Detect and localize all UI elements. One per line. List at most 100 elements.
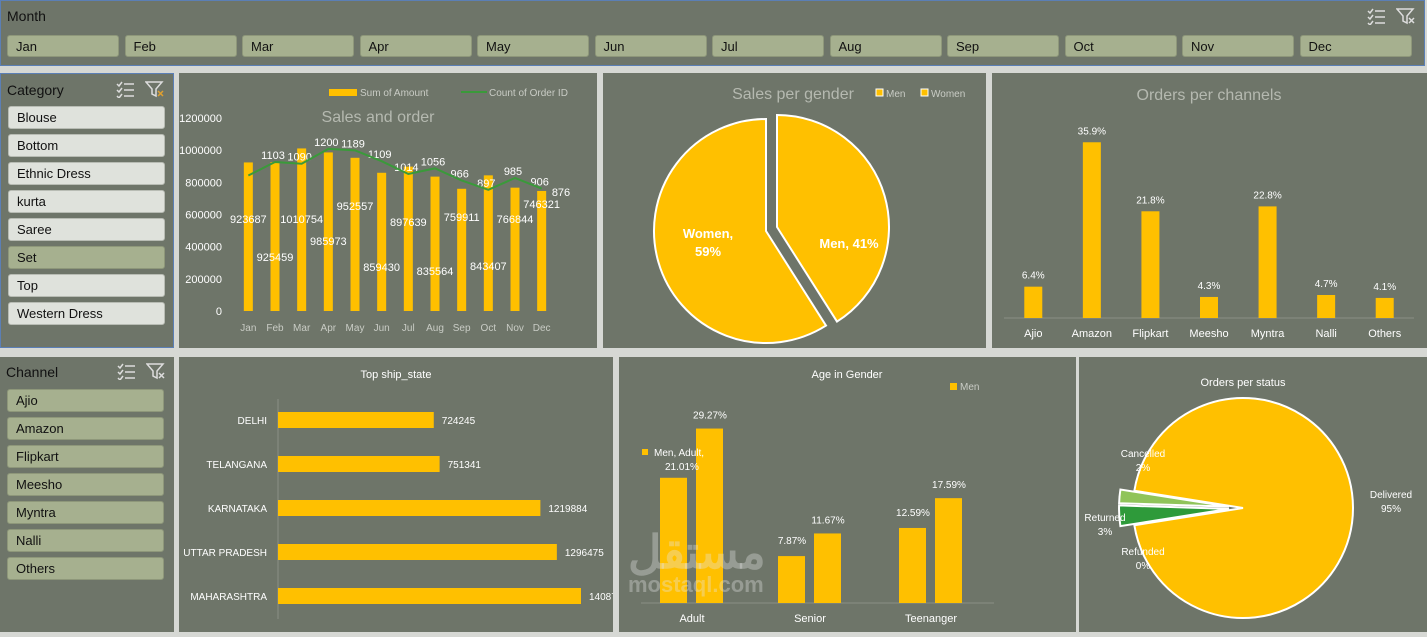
pie-label-refunded: Refunded — [1121, 547, 1164, 558]
category-button-top[interactable]: Top — [8, 274, 165, 297]
legend-label-men: Men — [886, 89, 905, 100]
pie-label-returned: Returned — [1084, 513, 1125, 524]
category-slicer: Category Blouse Bottom Ethnic Dress kurta Sa… — [0, 73, 174, 348]
data-label: 751341 — [448, 460, 482, 471]
y-tick-label: MAHARASHTRA — [190, 592, 267, 603]
month-button-oct[interactable]: Oct — [1064, 35, 1177, 57]
month-button-jan[interactable]: Jan — [7, 35, 119, 57]
x-tick-label: Nalli — [1315, 328, 1336, 340]
x-tick-label: Jun — [374, 323, 390, 334]
bar-amount — [457, 188, 467, 311]
data-label: 12.59% — [896, 508, 930, 519]
x-tick-label: Mar — [293, 323, 311, 334]
legend-swatch-men — [875, 88, 884, 97]
age-in-gender-chart: Age in Gender Men 29.27% Adult 11.67% Senior 7… — [641, 369, 994, 625]
x-tick-label: Jul — [402, 323, 415, 334]
top-ship-state-chart: Top ship_state 724245 DELHI 751341 TELANGANA… — [183, 369, 628, 619]
chart-title: Sales and order — [322, 109, 436, 126]
data-label: 4.3% — [1198, 281, 1221, 292]
month-slicer-title: Month — [7, 8, 46, 24]
data-label: 4.1% — [1373, 282, 1396, 293]
data-label-amount: 759911 — [444, 212, 480, 224]
data-label: 35.9% — [1078, 126, 1106, 137]
bar-state — [278, 412, 434, 428]
month-button-feb[interactable]: Feb — [124, 35, 237, 57]
channel-button-amazon[interactable]: Amazon — [7, 417, 164, 440]
y-tick-label: 600000 — [185, 210, 222, 222]
category-button-kurta[interactable]: kurta — [8, 190, 165, 213]
x-tick-label: Ajio — [1024, 328, 1042, 340]
bar-age-series-2 — [696, 428, 723, 603]
data-label-amount: 843407 — [470, 261, 507, 273]
sales-and-order-panel: Sum of Amount Count of Order ID Sales and … — [179, 73, 597, 348]
multi-select-icon[interactable] — [1366, 7, 1386, 25]
month-button-dec[interactable]: Dec — [1299, 35, 1412, 57]
data-label: 1219884 — [548, 504, 587, 515]
x-tick-label: Myntra — [1251, 328, 1286, 340]
legend-label-women: Women — [931, 89, 965, 100]
month-button-jun[interactable]: Jun — [594, 35, 707, 57]
bar-channel — [1024, 286, 1043, 318]
category-button-ethnic-dress[interactable]: Ethnic Dress — [8, 162, 165, 185]
data-label-count: 1056 — [421, 156, 445, 168]
clear-filter-icon[interactable] — [145, 80, 165, 98]
category-button-saree[interactable]: Saree — [8, 218, 165, 241]
sales-per-gender-chart: Sales per gender Men Women Men, 41% Women, 59… — [653, 86, 965, 344]
category-button-bottom[interactable]: Bottom — [8, 134, 165, 157]
chart-title: Orders per status — [1201, 377, 1286, 389]
channel-button-nalli[interactable]: Nalli — [7, 529, 164, 552]
pie-value-delivered: 95% — [1381, 504, 1401, 515]
pie-slice-women — [653, 117, 828, 344]
x-tick-label: Dec — [533, 323, 551, 334]
x-tick-label: Sep — [453, 323, 471, 334]
multi-select-icon[interactable] — [115, 80, 135, 98]
channel-button-flipkart[interactable]: Flipkart — [7, 445, 164, 468]
bar-amount — [297, 148, 307, 311]
month-button-apr[interactable]: Apr — [359, 35, 472, 57]
category-slicer-title: Category — [7, 82, 64, 98]
data-label-count: 1090 — [287, 152, 311, 164]
month-button-may[interactable]: May — [477, 35, 589, 57]
y-tick-label: 200000 — [185, 274, 222, 286]
data-label-amount: 746321 — [523, 199, 560, 211]
channel-button-myntra[interactable]: Myntra — [7, 501, 164, 524]
x-tick-label: Nov — [506, 323, 524, 334]
bar-age-series-1 — [899, 527, 926, 603]
bar-amount — [243, 162, 253, 311]
month-button-nov[interactable]: Nov — [1182, 35, 1294, 57]
multi-select-icon[interactable] — [116, 362, 136, 380]
x-tick-label: Adult — [679, 613, 704, 625]
bar-amount — [350, 157, 360, 311]
bar-age-series-2 — [814, 533, 841, 603]
orders-per-channels-panel: Orders per channels 6.4% Ajio 35.9% Amazon 21… — [992, 73, 1427, 348]
channel-button-meesho[interactable]: Meesho — [7, 473, 164, 496]
category-button-blouse[interactable]: Blouse — [8, 106, 165, 129]
category-button-set[interactable]: Set — [8, 246, 165, 269]
clear-filter-icon[interactable] — [1396, 7, 1416, 25]
channel-slicer-title: Channel — [6, 364, 59, 380]
data-label-amount: 897639 — [390, 217, 427, 229]
bar-age-series-1 — [660, 477, 687, 603]
y-tick-label: TELANGANA — [206, 460, 267, 471]
bar-channel — [1317, 294, 1336, 318]
clear-filter-icon[interactable] — [146, 362, 166, 380]
category-button-western-dress[interactable]: Western Dress — [8, 302, 165, 325]
orders-per-status-panel: Orders per status Delivered 95% Returned 3% C… — [1079, 357, 1427, 632]
channel-button-ajio[interactable]: Ajio — [7, 389, 164, 412]
month-button-mar[interactable]: Mar — [242, 35, 354, 57]
pie-slice-men — [776, 113, 890, 323]
x-tick-label: Apr — [321, 323, 337, 334]
month-button-sep[interactable]: Sep — [947, 35, 1059, 57]
watermark-logo: مستقل mostaql.com — [628, 529, 766, 597]
month-button-jul[interactable]: Jul — [712, 35, 824, 57]
pie-label-cancelled: Cancelled — [1121, 449, 1165, 460]
channel-button-others[interactable]: Others — [7, 557, 164, 580]
line-count-of-order — [247, 147, 543, 191]
data-label-amount: 1010754 — [280, 214, 323, 226]
bar-state — [278, 544, 557, 560]
month-button-aug[interactable]: Aug — [829, 35, 942, 57]
watermark-latin: mostaql.com — [628, 572, 764, 597]
month-slicer: Month Jan Feb Mar Apr May Jun Jul Aug Sep Oct Nov D… — [0, 0, 1425, 66]
pie-label-women-value: 59% — [695, 244, 721, 259]
bar-amount — [510, 187, 520, 311]
